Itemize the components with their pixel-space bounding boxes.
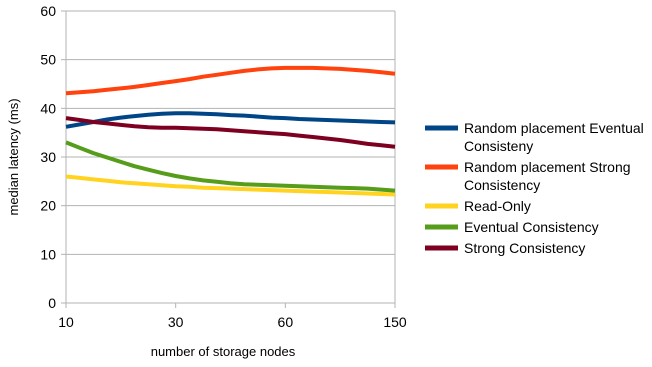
legend-item-1: Random placement Strong Consistency bbox=[425, 159, 631, 193]
series-lines bbox=[65, 65, 396, 197]
axes bbox=[65, 11, 396, 308]
legend-label: Random placement Eventual bbox=[464, 120, 644, 136]
gridlines bbox=[61, 10, 395, 304]
series-line-0 bbox=[65, 111, 396, 129]
legend-item-4: Strong Consistency bbox=[425, 240, 585, 256]
legend-item-2: Read-Only bbox=[425, 198, 531, 214]
legend: Random placement EventualConsistenyRando… bbox=[425, 120, 644, 256]
y-tick-label: 50 bbox=[40, 52, 56, 68]
y-axis-title: median latency (ms) bbox=[6, 98, 21, 215]
legend-label: Consistency bbox=[464, 177, 540, 193]
y-tick-label: 60 bbox=[40, 3, 56, 19]
y-tick-label: 0 bbox=[48, 295, 56, 311]
x-axis-title: number of storage nodes bbox=[151, 344, 296, 359]
legend-item-3: Eventual Consistency bbox=[425, 219, 599, 235]
x-tick-labels: 10 30 60 150 bbox=[58, 314, 407, 330]
y-tick-label: 30 bbox=[40, 149, 56, 165]
legend-label: Strong Consistency bbox=[464, 240, 585, 256]
legend-label: Random placement Strong bbox=[464, 159, 631, 175]
series-line-2 bbox=[65, 174, 396, 197]
legend-item-0: Random placement Eventual Consisteny bbox=[425, 120, 644, 154]
x-tick-label: 10 bbox=[58, 314, 74, 330]
series-line-3 bbox=[65, 140, 396, 193]
y-tick-labels: 0 10 20 30 40 50 60 bbox=[40, 3, 56, 311]
series-line-4 bbox=[65, 116, 396, 149]
x-tick-label: 60 bbox=[278, 314, 294, 330]
series-line-1 bbox=[65, 65, 396, 96]
legend-label: Consisteny bbox=[464, 138, 533, 154]
legend-label: Read-Only bbox=[464, 198, 531, 214]
y-tick-label: 40 bbox=[40, 100, 56, 116]
x-tick-label: 150 bbox=[383, 314, 407, 330]
y-tick-label: 10 bbox=[40, 246, 56, 262]
x-tick-label: 30 bbox=[168, 314, 184, 330]
legend-label: Eventual Consistency bbox=[464, 219, 599, 235]
y-tick-label: 20 bbox=[40, 198, 56, 214]
